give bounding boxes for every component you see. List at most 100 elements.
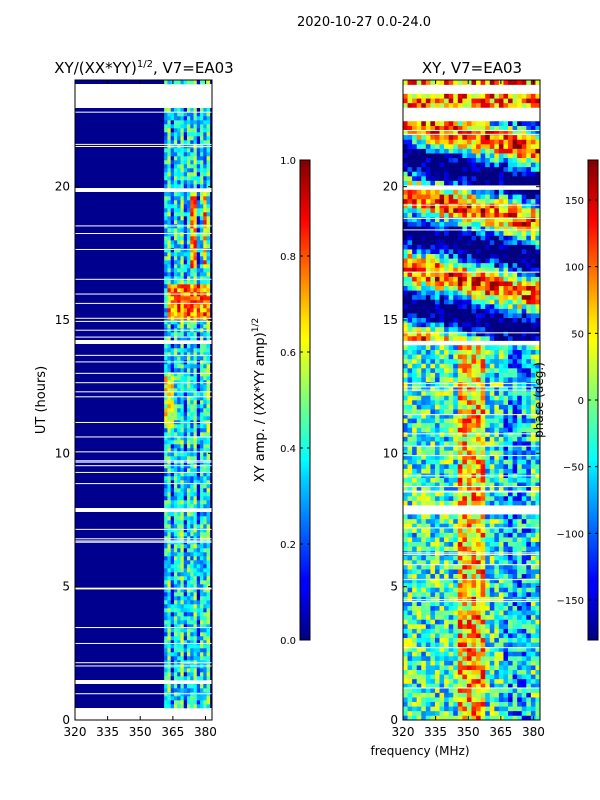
heatmap-cell bbox=[164, 544, 168, 549]
heatmap-cell bbox=[425, 701, 431, 707]
heatmap-cell bbox=[193, 532, 198, 537]
heatmap-cell bbox=[425, 514, 431, 520]
heatmap-cell bbox=[186, 180, 191, 185]
heatmap-cell bbox=[480, 422, 486, 428]
heatmap-cell bbox=[180, 300, 185, 305]
heatmap-cell bbox=[183, 324, 188, 329]
heatmap-cell bbox=[434, 697, 440, 703]
heatmap-cell bbox=[476, 656, 481, 661]
heatmap-cell bbox=[508, 345, 513, 351]
heatmap-cell bbox=[434, 605, 440, 611]
heatmap-cell bbox=[421, 313, 427, 319]
heatmap-cell bbox=[421, 578, 427, 584]
heatmap-cell bbox=[186, 348, 191, 353]
heatmap-cell bbox=[173, 448, 178, 453]
heatmap-cell bbox=[494, 697, 500, 703]
heatmap-cell bbox=[476, 541, 481, 547]
heatmap-cell bbox=[471, 358, 477, 364]
heatmap-cell bbox=[494, 377, 500, 383]
heatmap-cell bbox=[448, 528, 454, 533]
heatmap-cell bbox=[444, 381, 449, 387]
heatmap-cell bbox=[535, 541, 541, 547]
heatmap-cell bbox=[177, 192, 181, 197]
heatmap-cell bbox=[434, 715, 440, 721]
heatmap-cell bbox=[173, 512, 178, 517]
heatmap-cell bbox=[164, 256, 168, 261]
heatmap-cell bbox=[494, 646, 500, 652]
heatmap-cell bbox=[206, 488, 211, 493]
heatmap-cell bbox=[530, 381, 536, 387]
heatmap-cell bbox=[439, 674, 445, 680]
heatmap-cell bbox=[206, 240, 211, 245]
heatmap-cell bbox=[206, 608, 211, 613]
heatmap-cell bbox=[521, 459, 527, 465]
heatmap-cell bbox=[416, 326, 422, 332]
heatmap-cell bbox=[466, 573, 472, 579]
heatmap-cell bbox=[535, 532, 541, 538]
heatmap-cell bbox=[517, 605, 523, 611]
heatmap-cell bbox=[517, 418, 523, 424]
heatmap-cell bbox=[439, 573, 445, 579]
heatmap-cell bbox=[412, 313, 417, 319]
heatmap-cell bbox=[177, 108, 181, 113]
heatmap-cell bbox=[439, 422, 445, 428]
heatmap-cell bbox=[494, 541, 500, 547]
heatmap-cell bbox=[206, 684, 211, 689]
heatmap-cell bbox=[193, 556, 198, 561]
heatmap-cell bbox=[183, 416, 188, 421]
heatmap-cell bbox=[526, 468, 532, 474]
heatmap-cell bbox=[164, 160, 168, 165]
heatmap-cell bbox=[466, 354, 472, 360]
heatmap-cell bbox=[196, 704, 201, 709]
heatmap-cell bbox=[203, 536, 207, 541]
heatmap-cell bbox=[193, 476, 198, 481]
heatmap-cell bbox=[476, 299, 481, 305]
heatmap-cell bbox=[416, 614, 422, 620]
heatmap-cell bbox=[170, 548, 175, 553]
heatmap-cell bbox=[196, 620, 201, 625]
heatmap-cell bbox=[190, 632, 194, 637]
heatmap-cell bbox=[425, 633, 431, 639]
heatmap-cell bbox=[494, 331, 500, 337]
heatmap-cell bbox=[512, 313, 518, 319]
heatmap-cell bbox=[512, 317, 518, 323]
heatmap-cell bbox=[190, 532, 194, 537]
heatmap-cell bbox=[530, 358, 536, 364]
heatmap-cell bbox=[425, 642, 431, 648]
heatmap-cell bbox=[190, 660, 194, 665]
heatmap-cell bbox=[503, 285, 509, 291]
heatmap-cell bbox=[167, 476, 171, 481]
heatmap-cell bbox=[521, 349, 527, 355]
heatmap-cell bbox=[183, 588, 188, 593]
heatmap-cell bbox=[453, 368, 459, 373]
heatmap-cell bbox=[177, 448, 181, 453]
heatmap-cell bbox=[167, 520, 171, 525]
heatmap-cell bbox=[521, 555, 527, 561]
heatmap-cell bbox=[494, 322, 500, 328]
heatmap-cell bbox=[412, 336, 417, 341]
heatmap-cell bbox=[416, 496, 422, 501]
heatmap-cell bbox=[485, 386, 491, 392]
heatmap-cell bbox=[498, 459, 504, 465]
heatmap-cell bbox=[526, 678, 532, 684]
heatmap-cell bbox=[476, 276, 481, 282]
heatmap-cell bbox=[164, 128, 168, 133]
heatmap-cell bbox=[453, 678, 459, 684]
heatmap-cell bbox=[480, 546, 486, 552]
heatmap-cell bbox=[466, 582, 472, 588]
heatmap-cell bbox=[407, 596, 413, 602]
heatmap-cell bbox=[167, 652, 171, 657]
heatmap-cell bbox=[416, 418, 422, 424]
heatmap-cell bbox=[476, 514, 481, 520]
heatmap-cell bbox=[183, 532, 188, 537]
heatmap-cell bbox=[196, 348, 201, 353]
heatmap-cell bbox=[190, 156, 194, 161]
heatmap-cell bbox=[503, 592, 509, 597]
heatmap-cell bbox=[203, 276, 207, 281]
heatmap-cell bbox=[190, 288, 194, 293]
heatmap-cell bbox=[494, 477, 500, 483]
heatmap-cell bbox=[508, 665, 513, 671]
heatmap-cell bbox=[421, 541, 427, 547]
heatmap-cell bbox=[503, 413, 509, 419]
heatmap-cell bbox=[489, 281, 495, 287]
